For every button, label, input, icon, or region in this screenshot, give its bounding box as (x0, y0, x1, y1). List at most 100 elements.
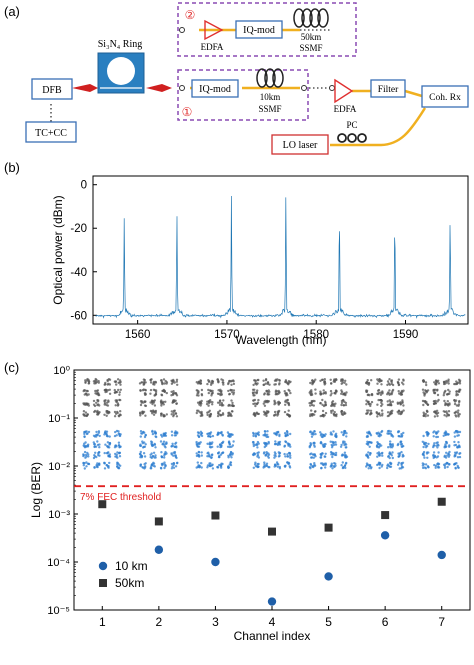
tc-label: TC+CC (35, 128, 67, 139)
constellation-10km (138, 429, 179, 470)
path-2-dashed-box (177, 2, 357, 57)
connector-3 (301, 85, 307, 91)
fiber-2-length: 50km (301, 32, 322, 42)
y-tick-label: -20 (70, 223, 87, 235)
x-tick-label: 6 (382, 615, 389, 629)
x-tick-label: 1580 (303, 329, 329, 341)
y-tick-label: 10⁻¹ (48, 413, 70, 425)
x-tick-label: 1560 (125, 329, 151, 341)
laser-beam-1 (72, 84, 98, 92)
connector-1 (179, 85, 185, 91)
y-tick-label: 10⁰ (53, 365, 70, 377)
legend-label: 10 km (115, 559, 148, 573)
ring-label: Si₃N₄ Ring (98, 39, 142, 50)
constellation-50km (138, 378, 179, 418)
constellation-insets (82, 377, 462, 470)
ber-point-50km (154, 517, 163, 526)
legend-marker-50km (99, 579, 107, 587)
panel-c-label: (c) (4, 360, 19, 375)
ber-point-10km (324, 572, 333, 581)
constellation-50km (365, 378, 405, 418)
constellation-50km (195, 378, 236, 418)
panel-b-plot-frame (92, 175, 469, 325)
x-tick-label: 7 (438, 615, 445, 629)
y-tick-label: 10⁻⁵ (47, 605, 70, 617)
iq-mod-2-box (235, 20, 283, 39)
lo-laser-label: LO laser (283, 140, 318, 151)
panel-b-spectrum-chart: (b) 1560 1570 1580 1590 0 -20 -40 -60 Wavelengt… (4, 160, 469, 347)
x-tick-label: 3 (212, 615, 219, 629)
ber-point-10km (154, 545, 164, 554)
panel-a-label: (a) (4, 4, 20, 19)
ber-point-10km (380, 531, 390, 540)
ber-point-50km (437, 497, 446, 506)
marker-1: ① (182, 105, 193, 119)
constellation-10km (365, 429, 405, 470)
coh-rx-label: Coh. Rx (429, 93, 461, 103)
x-tick-label: 1590 (393, 329, 419, 341)
fiber-1-type: SSMF (258, 104, 281, 114)
coh-rx-box (421, 85, 469, 108)
panel-b-y-axis-label: Optical power (dBm) (51, 195, 65, 304)
lo-fiber (330, 107, 427, 147)
dfb-box (31, 78, 73, 100)
edfa-2-label: EDFA (201, 42, 224, 52)
filter-label: Filter (378, 85, 399, 95)
panel-b-label: (b) (4, 160, 20, 175)
constellation-50km (251, 378, 292, 418)
ber-point-10km (211, 557, 220, 567)
ber-point-50km (211, 511, 220, 520)
ber-point-50km (324, 523, 333, 532)
ber-point-10km (437, 550, 446, 560)
x-tick-label: 2 (156, 615, 163, 629)
dfb-label: DFB (42, 85, 62, 96)
polarization-controller (337, 133, 367, 143)
ber-point-10km (267, 597, 277, 606)
panel-c-axes: 1 2 3 4 5 6 7 10⁰ 10⁻¹ 10⁻² 10⁻³ 10⁻⁴ 10⁻⁵ (47, 365, 445, 629)
panel-c-legend: 10 km 50km (98, 559, 148, 590)
iq-mod-2-label: IQ-mod (243, 25, 275, 36)
constellation-10km (82, 429, 122, 470)
path-1-dashed-box (177, 69, 309, 121)
panel-c-y-axis-label: Log (BER) (29, 462, 43, 518)
constellation-10km (308, 429, 349, 470)
laser-beam-2 (146, 84, 172, 92)
pc-label: PC (346, 120, 357, 130)
constellation-10km (251, 430, 292, 470)
y-tick-label: -60 (70, 310, 87, 322)
panel-c-plot-frame (73, 369, 471, 611)
fec-threshold-label: 7% FEC threshold (80, 492, 161, 503)
tc-box (25, 121, 77, 143)
ber-points (98, 497, 446, 606)
ber-point-50km (381, 511, 390, 520)
panel-c-x-axis-label: Channel index (234, 629, 311, 643)
panel-b-axes: 1560 1570 1580 1590 0 -20 -40 -60 (70, 180, 418, 341)
fiber-2-type: SSMF (299, 43, 322, 53)
y-tick-label: 0 (81, 180, 87, 192)
y-tick-label: 10⁻² (48, 461, 70, 473)
spectrum-series (95, 195, 466, 319)
constellation-10km (195, 430, 235, 470)
ber-point-50km (268, 527, 276, 536)
lo-laser-box (271, 134, 329, 155)
x-tick-label: 4 (269, 615, 276, 629)
fiber-1-length: 10km (260, 92, 281, 102)
ring-resonator (107, 57, 135, 85)
x-tick-label: 1570 (214, 329, 240, 341)
constellation-10km (421, 429, 462, 470)
iq-mod-1-box (191, 79, 239, 98)
edfa-1-label: EDFA (334, 104, 357, 114)
edfa-2-amplifier (204, 19, 224, 41)
ber-point-50km (98, 500, 107, 509)
legend-label: 50km (115, 576, 144, 590)
filter-box (370, 79, 406, 98)
constellation-50km (421, 378, 462, 418)
y-tick-label: -40 (70, 267, 87, 279)
panel-a-setup-diagram: (a) DFB TC+CC Si₃N₄ Ring (4, 2, 469, 155)
marker-2: ② (185, 8, 196, 22)
legend-marker-10km (98, 561, 108, 571)
spool-10km (256, 68, 284, 88)
connector-4 (329, 85, 335, 91)
connector-2 (179, 27, 185, 33)
